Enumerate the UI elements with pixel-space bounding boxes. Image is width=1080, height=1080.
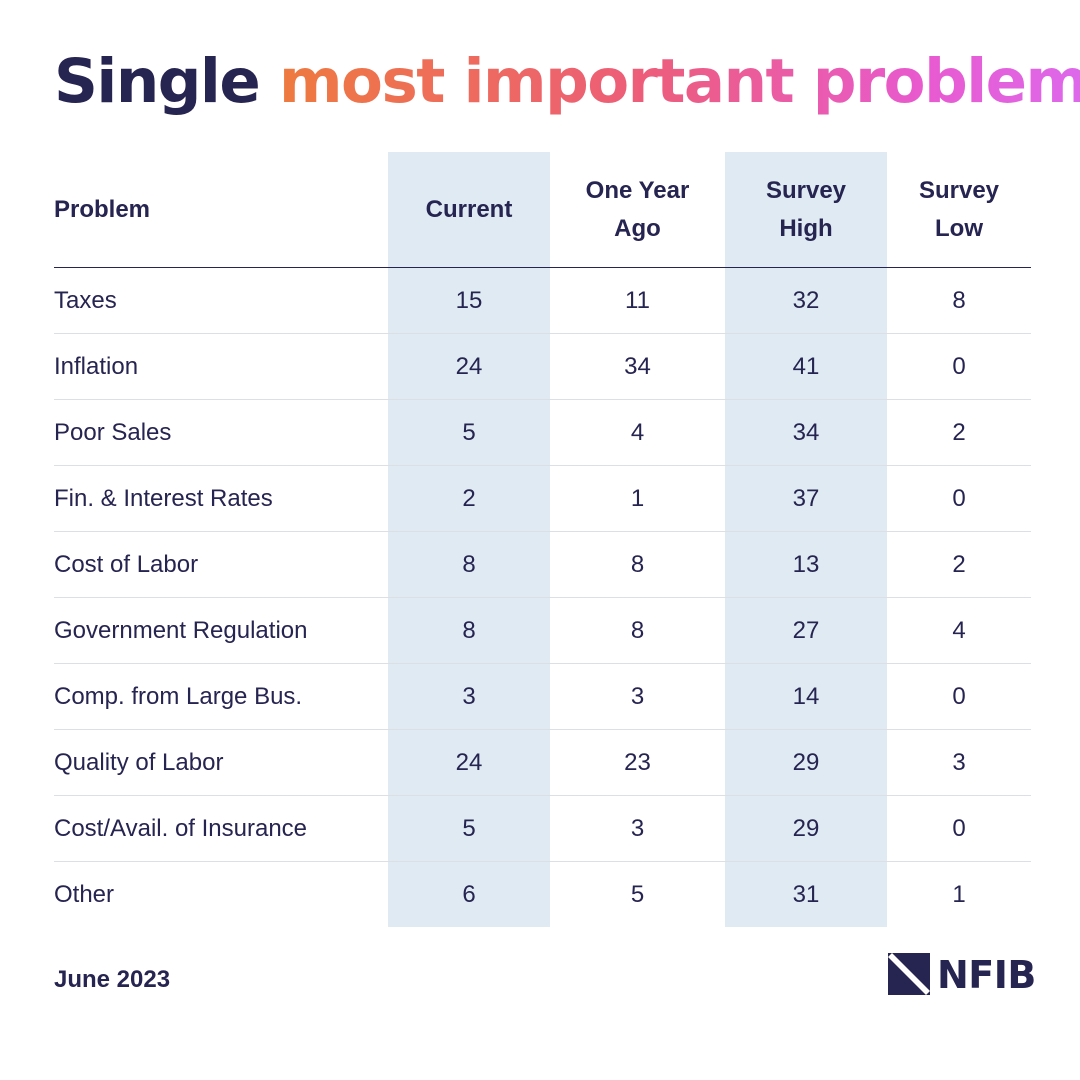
cell-survey-low: 3 <box>887 729 1031 796</box>
cell-survey-low: 1 <box>952 880 966 908</box>
page-title: Single most important problem <box>54 44 1080 120</box>
cell-one-year-ago: 4 <box>550 399 725 466</box>
column-header-problem: Problem <box>54 152 388 268</box>
nfib-logo-mark-icon <box>888 953 930 995</box>
table-row: Cost/Avail. of Insurance 5 3 29 0 <box>54 795 1031 862</box>
table-row: Inflation 24 34 41 0 <box>54 333 1031 400</box>
cell-survey-high: 13 <box>725 531 887 598</box>
table-row: Government Regulation 8 8 27 4 <box>54 597 1031 664</box>
cell-current: 2 <box>388 465 550 532</box>
problems-table: Problem Current One Year Ago Survey High… <box>54 152 1031 927</box>
table-row: Taxes 15 11 32 8 <box>54 267 1031 334</box>
column-header-one-year-ago: One Year Ago <box>550 152 725 268</box>
cell-current: 5 <box>388 795 550 862</box>
cell-one-year-ago: 3 <box>550 795 725 862</box>
cell-survey-high: 32 <box>725 267 887 334</box>
cell-survey-high: 27 <box>725 597 887 664</box>
cell-one-year-ago: 23 <box>550 729 725 796</box>
cell-survey-high: 31 <box>792 880 820 908</box>
table-row: Other 6 5 31 1 <box>54 862 1031 928</box>
column-header-current: Current <box>388 152 550 268</box>
cell-problem: Cost of Labor <box>54 531 388 598</box>
cell-problem: Other <box>54 880 115 908</box>
cell-survey-low: 8 <box>887 267 1031 334</box>
cell-survey-high: 41 <box>725 333 887 400</box>
cell-survey-high: 14 <box>725 663 887 730</box>
cell-survey-low: 0 <box>887 663 1031 730</box>
cell-current: 5 <box>388 399 550 466</box>
cell-survey-high: 34 <box>725 399 887 466</box>
cell-problem: Government Regulation <box>54 597 388 664</box>
cell-survey-low: 4 <box>887 597 1031 664</box>
table-body: Taxes 15 11 32 8 Inflation 24 34 41 0 Poor Sales 5 4… <box>54 267 1031 928</box>
cell-current: 6 <box>462 880 476 908</box>
table-row: Quality of Labor 24 23 29 3 <box>54 729 1031 796</box>
cell-current: 8 <box>388 597 550 664</box>
cell-survey-low: 2 <box>887 399 1031 466</box>
cell-current: 3 <box>388 663 550 730</box>
title-highlight: most important problem <box>279 46 1080 117</box>
nfib-logo-text: NFIB <box>937 953 1036 997</box>
cell-problem: Poor Sales <box>54 399 388 466</box>
cell-survey-high: 37 <box>725 465 887 532</box>
cell-survey-high: 29 <box>725 729 887 796</box>
cell-current: 24 <box>388 729 550 796</box>
cell-one-year-ago: 11 <box>550 267 725 334</box>
column-header-survey-low: Survey Low <box>887 152 1031 268</box>
cell-problem: Comp. from Large Bus. <box>54 663 388 730</box>
cell-one-year-ago: 8 <box>550 531 725 598</box>
header-text-survey-low: Survey Low <box>918 176 1000 242</box>
column-header-survey-high: Survey High <box>725 152 887 268</box>
cell-problem: Taxes <box>54 267 388 334</box>
cell-one-year-ago: 8 <box>550 597 725 664</box>
title-plain: Single <box>54 46 261 117</box>
header-text-one-year-ago: One Year Ago <box>585 176 690 242</box>
cell-problem: Quality of Labor <box>54 729 388 796</box>
cell-problem: Fin. & Interest Rates <box>54 465 388 532</box>
cell-one-year-ago: 34 <box>550 333 725 400</box>
cell-survey-low: 0 <box>887 795 1031 862</box>
table-header-row: Problem Current One Year Ago Survey High… <box>54 152 1031 268</box>
header-text-survey-high: Survey High <box>765 176 847 242</box>
table-row: Comp. from Large Bus. 3 3 14 0 <box>54 663 1031 730</box>
cell-one-year-ago: 3 <box>550 663 725 730</box>
table-row: Poor Sales 5 4 34 2 <box>54 399 1031 466</box>
cell-survey-high: 29 <box>725 795 887 862</box>
cell-problem: Cost/Avail. of Insurance <box>54 795 388 862</box>
cell-one-year-ago: 5 <box>630 880 645 908</box>
table-row: Fin. & Interest Rates 2 1 37 0 <box>54 465 1031 532</box>
cell-survey-low: 2 <box>887 531 1031 598</box>
cell-survey-low: 0 <box>887 333 1031 400</box>
cell-problem: Inflation <box>54 333 388 400</box>
cell-current: 24 <box>388 333 550 400</box>
cell-one-year-ago: 1 <box>550 465 725 532</box>
cell-current: 8 <box>388 531 550 598</box>
footer-date: June 2023 <box>54 966 171 993</box>
table-row: Cost of Labor 8 8 13 2 <box>54 531 1031 598</box>
nfib-logo: NFIB <box>888 953 1038 997</box>
cell-current: 15 <box>388 267 550 334</box>
cell-survey-low: 0 <box>887 465 1031 532</box>
